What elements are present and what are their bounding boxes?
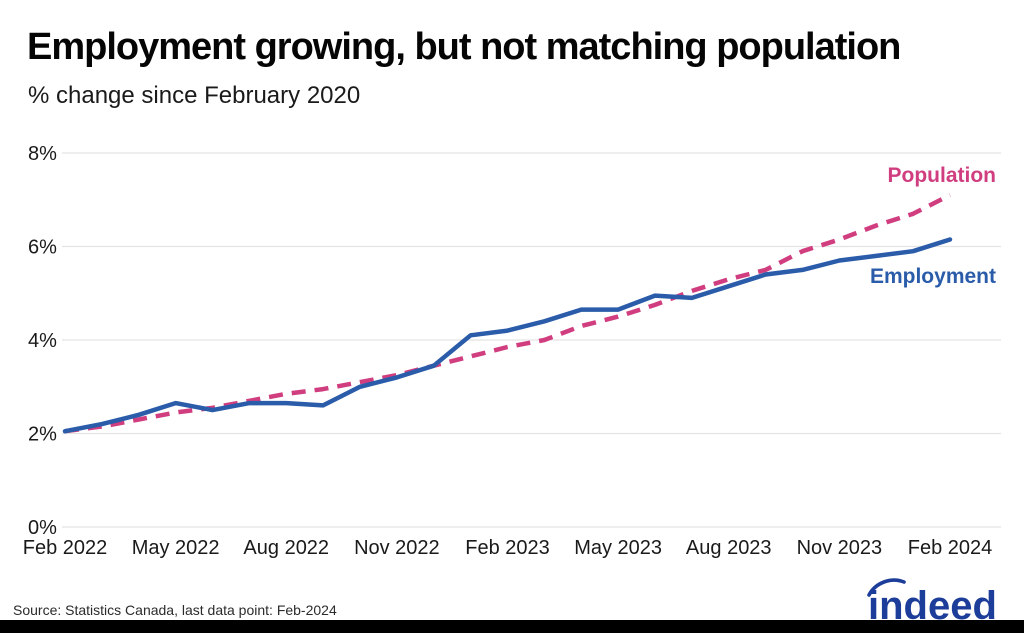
chart-subtitle: % change since February 2020 <box>28 82 361 109</box>
x-axis-tick-label: Aug 2023 <box>686 537 772 559</box>
x-axis-tick-label: Feb 2022 <box>23 537 108 559</box>
x-axis-tick-label: May 2023 <box>574 537 662 559</box>
x-axis-tick-label: Aug 2022 <box>243 537 329 559</box>
chart-title: Employment growing, but not matching pop… <box>27 26 901 68</box>
x-axis-tick-label: Nov 2023 <box>797 537 883 559</box>
y-axis-tick-label: 8% <box>28 143 57 165</box>
line-chart: 0% 2% 4% 6% 8% Feb 2022 May 2022 Aug 2022 Nov 20… <box>23 143 1001 559</box>
indeed-logo-swoosh-icon <box>867 578 906 597</box>
indeed-logo: indeed <box>867 578 997 622</box>
employment-line <box>62 237 953 434</box>
y-axis-tick-label: 6% <box>28 237 57 259</box>
x-axis-tick-label: Nov 2022 <box>354 537 440 559</box>
source-note: Source: Statistics Canada, last data poi… <box>13 602 337 618</box>
population-line <box>64 193 952 434</box>
population-legend-label: Population <box>888 164 997 187</box>
indeed-logo-text: indeed <box>868 584 997 622</box>
x-axis-tick-label: May 2022 <box>132 537 220 559</box>
y-axis-tick-label: 0% <box>28 517 57 539</box>
y-axis-tick-label: 2% <box>28 424 57 446</box>
x-axis-tick-label: Feb 2024 <box>908 537 993 559</box>
bottom-bar <box>0 620 1024 633</box>
employment-legend-label: Employment <box>870 265 996 288</box>
x-axis-tick-label: Feb 2023 <box>465 537 550 559</box>
y-axis-tick-label: 4% <box>28 330 57 352</box>
